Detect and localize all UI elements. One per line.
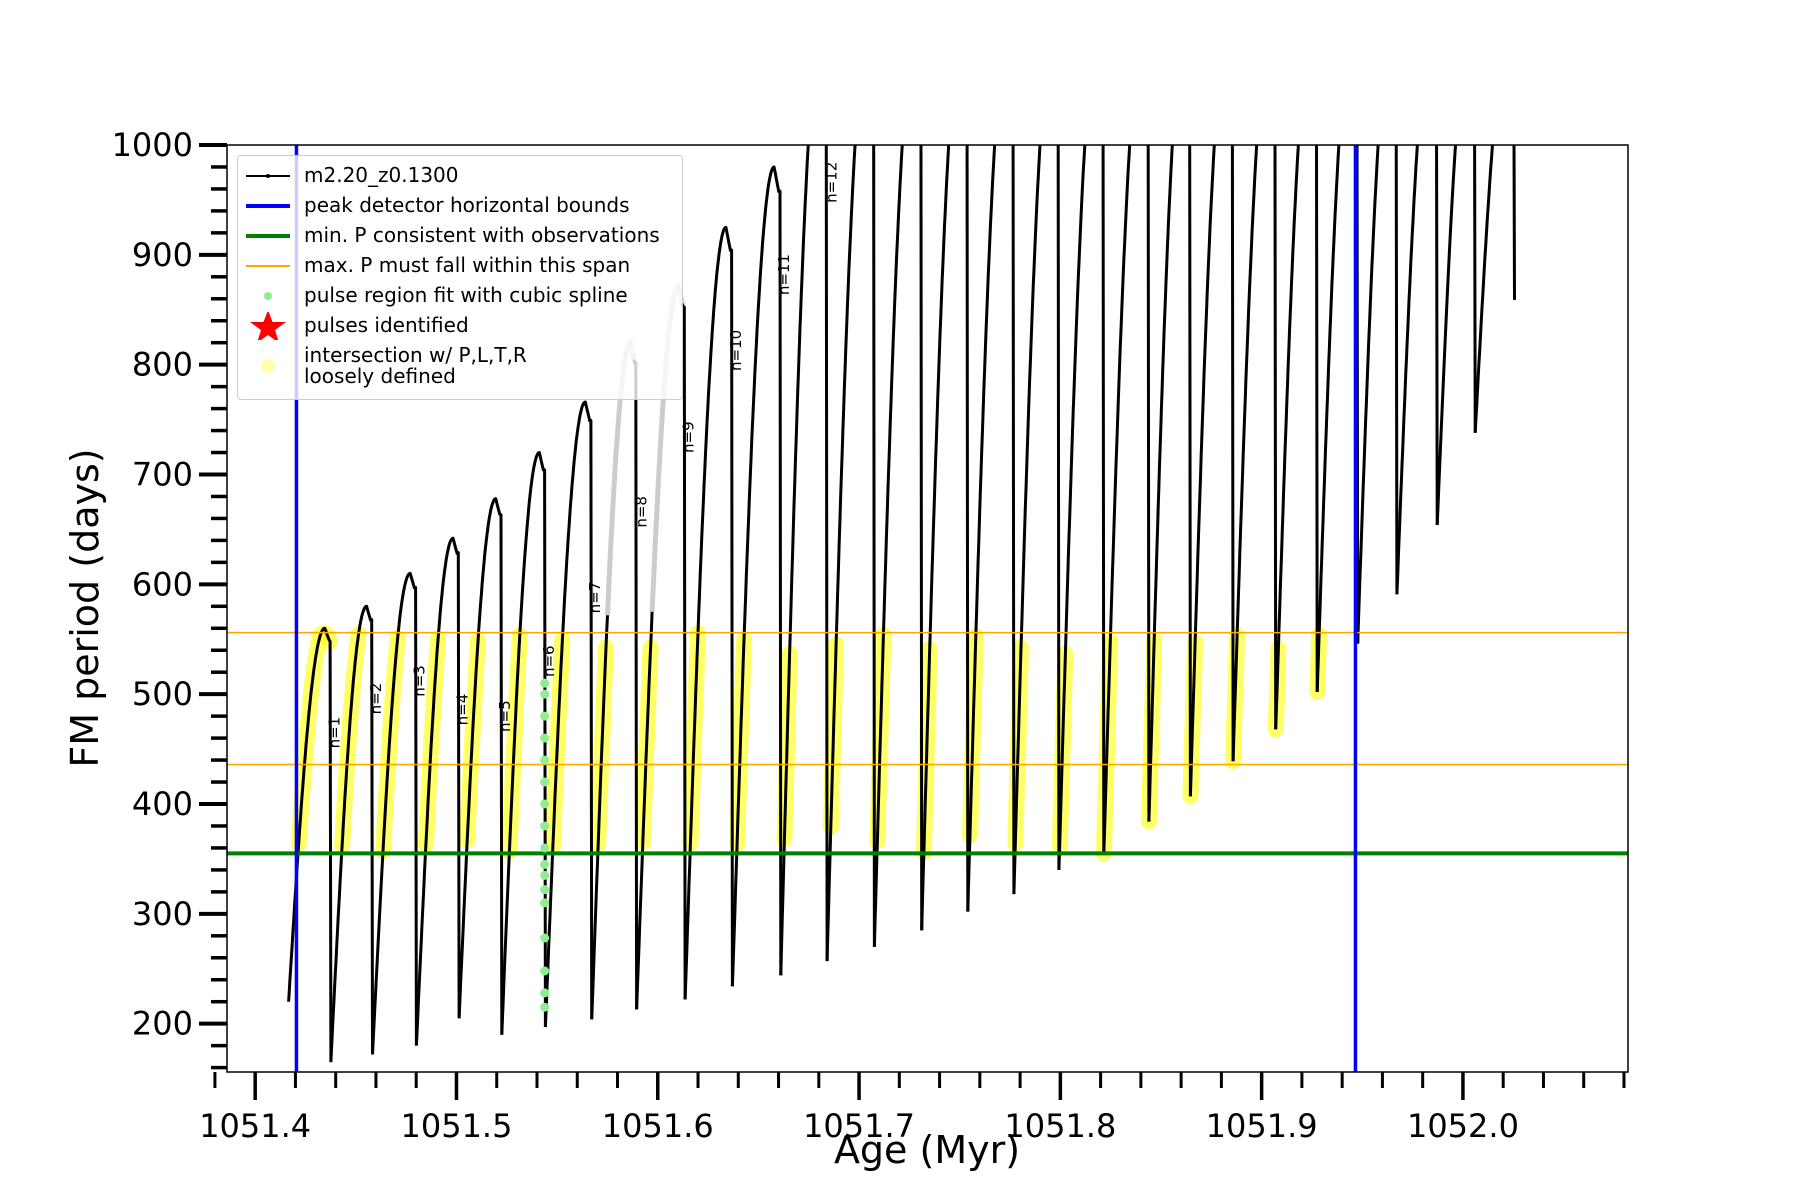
legend-label: pulses identified [304, 313, 469, 337]
spline-point [540, 711, 550, 721]
y-tick-label: 700 [132, 456, 193, 494]
pulse-number-label: n=10 [727, 330, 745, 371]
spline-point [540, 799, 550, 809]
y-tick-label: 200 [132, 1005, 193, 1043]
x-tick-label: 1052.0 [1407, 1107, 1519, 1145]
legend-label: m2.20_z0.1300 [304, 163, 459, 187]
model-track-segment [1102, 145, 1151, 854]
model-track-segment [414, 536, 461, 1046]
spline-point [540, 988, 550, 998]
x-tick-label: 1051.4 [199, 1107, 311, 1145]
plot-area: n=1 n=2 n=3 n=4 n=5 n=6 n=7 n=8 n=9 n=10 n=11 n=12 [227, 145, 1628, 1072]
model-track-segment [1231, 145, 1278, 762]
legend-label: max. P must fall within this span [304, 253, 631, 277]
model-track-segment [1435, 145, 1477, 526]
spline-point [540, 678, 550, 688]
model-track-segment [1395, 145, 1439, 595]
model-track-segment [329, 604, 374, 1063]
model-track-segment [825, 145, 876, 962]
x-tick-label: 1051.7 [803, 1107, 915, 1145]
legend-label: loosely defined [304, 364, 456, 388]
orange-line-icon [246, 265, 290, 267]
model-track-segment [371, 571, 418, 1055]
model-track-segment [683, 225, 734, 1000]
model-track-segment [730, 165, 783, 987]
legend-label: min. P consistent with observations [304, 223, 660, 247]
y-tick-label: 1000 [112, 126, 193, 164]
pulse-number-label: n=8 [632, 496, 650, 528]
legend-item-max-period-span: max. P must fall within this span [238, 252, 682, 280]
x-tick-label: 1051.9 [1206, 1107, 1318, 1145]
spline-point [540, 843, 550, 853]
pulse-number-label: n=9 [680, 421, 698, 453]
model-track-segment [500, 451, 547, 1035]
spline-point [540, 1002, 550, 1012]
x-tick-label: 1051.6 [602, 1107, 714, 1145]
green-line-icon [246, 234, 290, 238]
model-track-segment [1012, 145, 1061, 895]
model-track-segment [966, 145, 1016, 912]
y-tick-label: 900 [132, 236, 193, 274]
legend-item-spline-fit: pulse region fit with cubic spline [238, 282, 682, 310]
spline-point [540, 859, 550, 869]
x-axis-label: Age (Myr) [834, 1128, 1020, 1172]
y-tick-label: 300 [132, 895, 193, 933]
y-tick-label: 500 [132, 675, 193, 713]
model-track-segment [1188, 145, 1235, 797]
y-tick-label: 400 [132, 785, 193, 823]
pulse-number-label: n=5 [496, 700, 514, 732]
model-track-segment [1356, 145, 1399, 644]
y-axis-label: FM period (days) [63, 448, 107, 767]
model-track-segment [1274, 145, 1319, 730]
axes-frame [226, 144, 1629, 1073]
legend-item-pulses: pulses identified [238, 312, 682, 340]
model-track-segment [920, 145, 970, 931]
legend-label: pulse region fit with cubic spline [304, 283, 628, 307]
pulse-number-label: n=12 [823, 162, 841, 203]
spline-point [540, 733, 550, 743]
model-track-segment [779, 145, 829, 976]
model-track-segment [1057, 145, 1106, 870]
model-track-segment [1473, 145, 1516, 433]
blue-line-icon [246, 204, 290, 208]
pulse-number-label: n=1 [325, 717, 343, 749]
y-tick-label: 800 [132, 346, 193, 384]
x-tick-label: 1051.8 [1004, 1107, 1116, 1145]
pulse-number-label: n=2 [367, 683, 385, 715]
pulse-number-label: n=6 [540, 645, 558, 677]
spline-point [540, 898, 550, 908]
legend: m2.20_z0.1300 peak detector horizontal b… [237, 155, 683, 400]
spline-point [540, 870, 550, 880]
spline-point [540, 689, 550, 699]
axis-ticks: 1051.4 1051.5 1051.6 1051.7 1051.8 1051.9 1052… [112, 126, 1626, 1145]
pulse-number-label: n=11 [775, 254, 793, 295]
spline-point [540, 755, 550, 765]
model-track-segment [872, 145, 924, 947]
model-track-segment [543, 400, 594, 1028]
legend-label: peak detector horizontal bounds [304, 193, 630, 217]
legend-item-peak-bounds: peak detector horizontal bounds [238, 192, 682, 220]
y-tick-label: 600 [132, 565, 193, 603]
legend-item-min-period: min. P consistent with observations [238, 222, 682, 250]
model-track-segment [1147, 145, 1192, 822]
legend-item-intersection: intersection w/ P,L,T,R loosely defined [238, 342, 682, 392]
yellow-circle-icon [261, 359, 275, 373]
pulse-number-label: n=4 [453, 694, 471, 726]
x-tick-label: 1051.5 [400, 1107, 512, 1145]
spline-point [540, 966, 550, 976]
red-star-icon [250, 312, 286, 340]
legend-label: intersection w/ P,L,T,R [304, 343, 527, 367]
model-track-segment [457, 497, 504, 1035]
green-dot-icon [264, 292, 272, 300]
pulse-number-label: n=3 [411, 665, 429, 697]
spline-point [540, 777, 550, 787]
model-track-segment [1315, 145, 1360, 693]
spline-point [540, 885, 550, 895]
legend-item-model-track: m2.20_z0.1300 [238, 162, 682, 190]
line-marker-icon [246, 174, 290, 178]
pulse-number-label: n=7 [586, 582, 604, 614]
spline-point [540, 933, 550, 943]
spline-point [540, 821, 550, 831]
